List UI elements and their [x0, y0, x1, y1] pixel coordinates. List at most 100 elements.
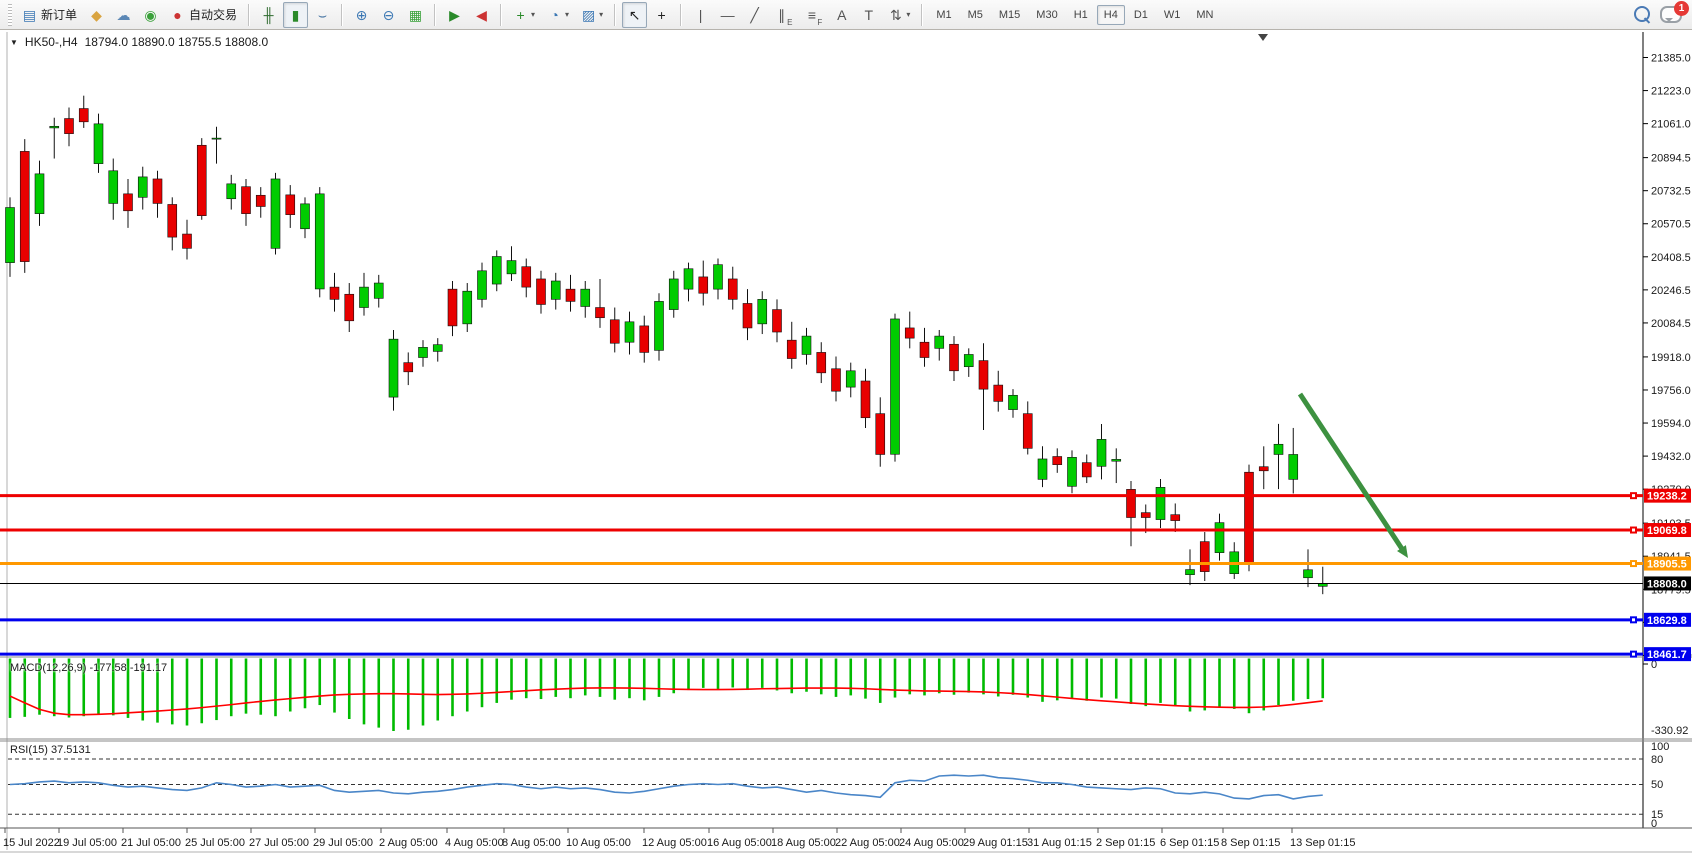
zoom-in-icon: ⊕: [355, 6, 368, 23]
candle-bear: [1244, 471, 1254, 563]
time-tick-label: 12 Aug 05:00: [642, 837, 707, 849]
periods-icon: ◔: [550, 6, 559, 23]
candle-bear: [993, 384, 1004, 402]
candle-bull: [34, 173, 45, 214]
chart-title: ▼ HK50-,H4 18794.0 18890.0 18755.5 18808…: [10, 35, 268, 49]
arrows-dropdown-icon[interactable]: ▾: [906, 10, 911, 19]
candle-bull: [1008, 394, 1018, 410]
autotrading-button[interactable]: ● 自动交易: [165, 2, 242, 28]
indicators-dropdown-icon[interactable]: ▾: [531, 10, 536, 19]
equidistant-channel-sub-label: E: [787, 17, 793, 27]
price-tick-label: 20570.5: [1651, 219, 1691, 231]
candle-bull: [654, 301, 664, 351]
history-center-button[interactable]: ◆: [84, 2, 109, 28]
time-tick-label: 24 Aug 05:00: [899, 837, 964, 849]
periods-dropdown-icon[interactable]: ▾: [565, 10, 570, 19]
timeframe-m5-button[interactable]: M5: [967, 8, 983, 21]
signals-button[interactable]: ◉: [138, 2, 163, 28]
candle-bull: [1185, 569, 1195, 575]
price-tag: [1644, 576, 1691, 591]
candle-bear: [727, 278, 738, 300]
line-chart-button[interactable]: ⌣: [310, 2, 335, 28]
price-tick-label: 19432.0: [1651, 451, 1691, 463]
zoom-out-button[interactable]: ⊖: [376, 2, 401, 28]
text-label-button[interactable]: T: [856, 2, 881, 28]
timeframe-h4-button[interactable]: H4: [1096, 4, 1125, 25]
hline-price-tag-label: 18905.5: [1647, 559, 1687, 571]
indicators-button[interactable]: + ▾: [508, 2, 540, 28]
timeframe-m15-button[interactable]: M15: [998, 8, 1021, 21]
tile-windows-button[interactable]: ▦: [403, 2, 428, 28]
candle-bull: [270, 178, 281, 249]
time-tick-label: 27 Jul 05:00: [249, 837, 309, 849]
candle-bear: [831, 368, 841, 392]
price-tick-label: 19756.0: [1651, 385, 1691, 397]
candlestick-chart-button[interactable]: ▮: [283, 1, 309, 28]
zoom-in-button[interactable]: ⊕: [349, 2, 374, 28]
candle-bear: [609, 319, 620, 344]
timeframe-w1-button[interactable]: W1: [1163, 8, 1181, 21]
navigator-button[interactable]: ☁: [111, 2, 136, 28]
candle-bull: [108, 170, 119, 204]
candle-bull: [1303, 569, 1313, 579]
candle-bull: [845, 370, 856, 388]
chart-window[interactable]: 21385.0 21223.0 21061.0 20894.5 20732.5 20570…: [0, 30, 1692, 855]
candle-bear: [403, 362, 414, 373]
timeframe-d1-button[interactable]: D1: [1133, 8, 1148, 21]
text-button[interactable]: A: [829, 2, 854, 28]
arrows-button[interactable]: ⇅ ▾: [883, 2, 915, 28]
toolbar-separator: [248, 3, 251, 26]
candle-bull: [801, 335, 812, 355]
price-tick-label: 19594.0: [1651, 418, 1691, 430]
new-order-button[interactable]: ▤ 新订单: [17, 2, 82, 28]
rsi-scale-label: 100: [1651, 741, 1669, 753]
candle-bull: [211, 137, 222, 140]
new-order-icon: ▤: [22, 6, 37, 23]
time-tick-label: 10 Aug 05:00: [566, 837, 631, 849]
trend-arrow-annotation[interactable]: [1297, 392, 1406, 553]
time-tick-label: 29 Jul 05:00: [313, 837, 373, 849]
hline-price-tag-label: 19069.8: [1647, 525, 1687, 537]
toolbar-separator: [341, 3, 344, 26]
candle-bear: [786, 339, 797, 359]
bar-chart-button[interactable]: ╫: [256, 2, 281, 28]
trendline-icon: ╱: [750, 6, 759, 23]
cursor-button[interactable]: ↖: [622, 1, 648, 28]
chart-expander-icon[interactable]: ▼: [10, 37, 18, 47]
price-tick-label: 20084.5: [1651, 318, 1691, 330]
chart-shift-button[interactable]: ◀: [469, 2, 494, 28]
price-tick-label: 20408.5: [1651, 252, 1691, 264]
templates-button[interactable]: ▨ ▾: [576, 2, 608, 28]
chart-canvas[interactable]: 21385.0 21223.0 21061.0 20894.5 20732.5 20570…: [0, 30, 1692, 855]
autotrading-icon: ●: [173, 6, 182, 23]
candle-bear: [19, 151, 30, 262]
timeframe-h1-button[interactable]: H1: [1073, 8, 1088, 21]
candle-bull: [137, 176, 148, 198]
time-tick-label: 2 Aug 05:00: [379, 837, 438, 849]
hline-price-tag-label: 19238.2: [1647, 491, 1687, 503]
hline-handle-dot: [1632, 618, 1635, 622]
auto-scroll-button[interactable]: ▶: [442, 2, 467, 28]
horizontal-line-button[interactable]: —: [715, 2, 740, 28]
search-icon[interactable]: [1634, 5, 1651, 24]
crosshair-button[interactable]: +: [649, 2, 674, 28]
rsi-line: [9, 774, 1323, 800]
candle-bull: [359, 286, 369, 308]
periods-button[interactable]: ◔ ▾: [542, 2, 574, 28]
timeframe-m30-button[interactable]: M30: [1036, 8, 1058, 21]
macd-scale-max-label: 0: [1651, 659, 1657, 671]
timeframe-mn-button[interactable]: MN: [1196, 8, 1214, 21]
equidistant-channel-button[interactable]: ∥ E: [769, 2, 797, 28]
history-center-icon: ◆: [91, 6, 102, 23]
candle-bull: [1111, 459, 1122, 462]
candle-bear: [344, 293, 355, 322]
vertical-line-button[interactable]: |: [688, 2, 713, 28]
candle-bear: [860, 380, 871, 419]
candle-bull: [1155, 487, 1166, 520]
chat-icon[interactable]: 1: [1660, 1, 1689, 23]
fibonacci-button[interactable]: ≡ F: [799, 2, 827, 28]
candle-bull: [491, 256, 502, 285]
timeframe-m1-button[interactable]: M1: [936, 8, 952, 21]
templates-dropdown-icon[interactable]: ▾: [599, 10, 604, 19]
trendline-button[interactable]: ╱: [742, 2, 767, 28]
